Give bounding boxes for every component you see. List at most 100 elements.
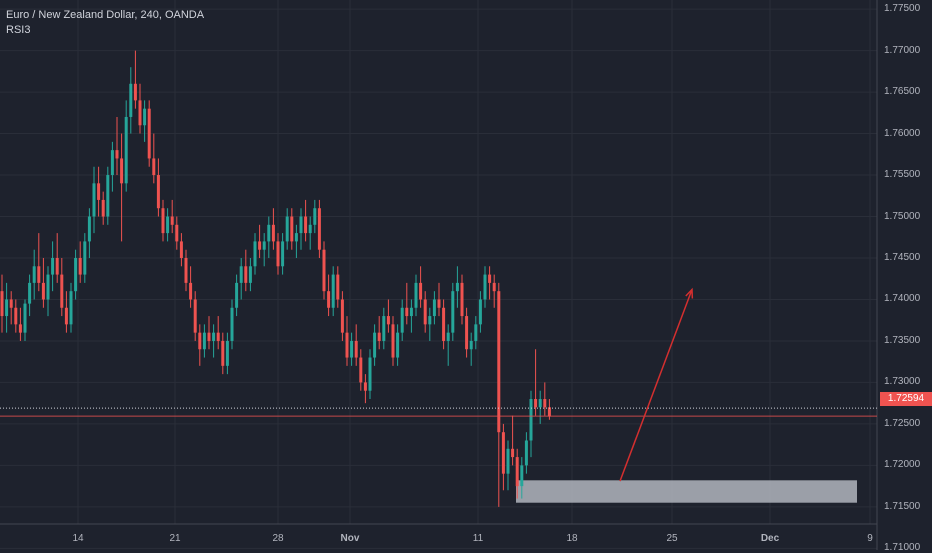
candle bbox=[543, 399, 547, 408]
candle bbox=[244, 266, 248, 283]
candle bbox=[207, 332, 211, 341]
candle bbox=[78, 257, 82, 275]
candle bbox=[354, 340, 358, 358]
candle bbox=[382, 316, 386, 341]
candle bbox=[391, 324, 395, 358]
candle bbox=[276, 241, 280, 267]
last-price-badge: 1.72594 bbox=[880, 392, 932, 406]
candle bbox=[529, 399, 533, 441]
candle bbox=[152, 158, 156, 176]
candle bbox=[299, 216, 303, 234]
candle bbox=[28, 282, 32, 304]
candle bbox=[147, 108, 151, 159]
chart-legend: Euro / New Zealand Dollar, 240, OANDA RS… bbox=[6, 8, 204, 38]
candle bbox=[133, 83, 137, 101]
date-tick-label: 25 bbox=[666, 533, 678, 544]
price-tick-label: 1.72000 bbox=[884, 459, 921, 471]
candle bbox=[55, 257, 59, 275]
symbol-title: Euro / New Zealand Dollar, 240, OANDA bbox=[6, 9, 205, 21]
candle bbox=[474, 324, 478, 341]
candle bbox=[336, 274, 340, 300]
price-tick-label: 1.75500 bbox=[884, 169, 921, 181]
price-tick-label: 1.74000 bbox=[884, 293, 921, 305]
candle bbox=[221, 340, 225, 366]
candle bbox=[304, 216, 308, 234]
candle bbox=[161, 208, 165, 234]
candle bbox=[331, 274, 335, 308]
candle bbox=[423, 299, 427, 325]
candle bbox=[212, 332, 216, 341]
candle bbox=[524, 440, 528, 466]
candle bbox=[455, 282, 459, 292]
candle bbox=[110, 150, 114, 176]
candle bbox=[248, 266, 252, 283]
candle bbox=[368, 357, 372, 391]
date-tick-label: 11 bbox=[472, 533, 484, 544]
candle bbox=[51, 257, 55, 275]
candle bbox=[262, 241, 266, 250]
date-tick-label: 9 bbox=[867, 533, 873, 544]
candle bbox=[115, 150, 119, 159]
price-tick-label: 1.77500 bbox=[884, 3, 921, 15]
candle bbox=[189, 282, 193, 300]
candle bbox=[317, 208, 321, 250]
candle bbox=[396, 332, 400, 358]
date-tick-label: 28 bbox=[272, 533, 284, 544]
candle bbox=[281, 241, 285, 267]
candle bbox=[428, 316, 432, 325]
date-tick-label: 18 bbox=[566, 533, 578, 544]
candle bbox=[60, 274, 64, 308]
candle bbox=[446, 332, 450, 341]
candle bbox=[14, 307, 18, 325]
trend-arrow bbox=[619, 289, 693, 482]
candle bbox=[547, 407, 551, 417]
candle bbox=[442, 307, 446, 341]
indicator-label[interactable]: RSI3 bbox=[6, 24, 31, 36]
candle bbox=[101, 199, 105, 217]
candle bbox=[179, 241, 183, 258]
candle bbox=[9, 299, 13, 308]
candle bbox=[405, 307, 409, 317]
candle bbox=[37, 266, 41, 283]
candle bbox=[5, 299, 9, 317]
candle bbox=[373, 332, 377, 358]
candle bbox=[377, 332, 381, 341]
candle bbox=[460, 282, 464, 317]
candle bbox=[97, 183, 101, 200]
candle bbox=[340, 299, 344, 333]
candle bbox=[409, 307, 413, 317]
candle bbox=[515, 457, 519, 487]
candle bbox=[534, 399, 538, 408]
candle bbox=[230, 307, 234, 341]
candle bbox=[175, 224, 179, 242]
candle bbox=[414, 282, 418, 308]
date-tick-label: Nov bbox=[340, 533, 360, 544]
candle bbox=[488, 274, 492, 283]
candle bbox=[253, 241, 257, 267]
candle bbox=[124, 116, 128, 184]
candle bbox=[345, 332, 349, 358]
candle bbox=[313, 208, 317, 225]
candle bbox=[506, 448, 510, 474]
candle bbox=[386, 316, 390, 325]
price-tick-label: 1.77000 bbox=[884, 44, 921, 56]
candle bbox=[451, 291, 455, 333]
candle bbox=[120, 158, 124, 184]
candle bbox=[327, 291, 331, 308]
candle bbox=[74, 257, 78, 292]
candle bbox=[497, 291, 501, 433]
candle bbox=[106, 175, 110, 217]
candle bbox=[285, 216, 289, 242]
candle bbox=[469, 340, 473, 350]
candle bbox=[258, 241, 262, 250]
candle bbox=[69, 291, 73, 325]
date-tick-label: 14 bbox=[72, 533, 84, 544]
candle bbox=[419, 282, 423, 300]
candle bbox=[18, 324, 22, 333]
date-tick-label: Dec bbox=[760, 533, 780, 544]
price-tick-label: 1.73000 bbox=[884, 376, 921, 388]
arrow-head bbox=[685, 287, 694, 299]
candle bbox=[129, 83, 133, 117]
